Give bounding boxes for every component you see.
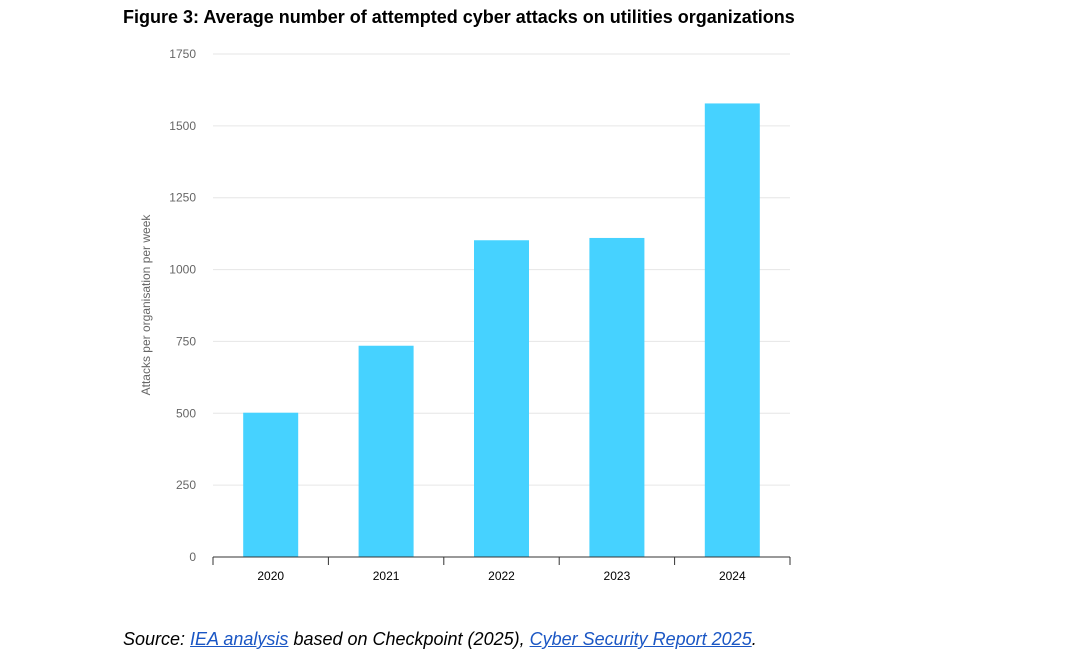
chart-title: Figure 3: Average number of attempted cy…	[123, 7, 795, 27]
y-tick-label: 1750	[169, 47, 196, 61]
y-axis-tick-labels: 0 250 500 750 1000 1250 1500 1750	[169, 47, 196, 564]
y-tick-label: 250	[176, 478, 196, 492]
x-axis	[212, 556, 791, 565]
bar-2021	[358, 345, 414, 557]
x-tick-label-2021: 2021	[373, 569, 400, 583]
source-middle: based on Checkpoint (2025),	[288, 629, 530, 649]
bars	[243, 103, 760, 557]
y-tick-label: 1250	[169, 191, 196, 205]
y-tick-label: 500	[176, 406, 196, 420]
bar-2024	[704, 103, 760, 557]
x-tick-label-2022: 2022	[488, 569, 515, 583]
iea-analysis-link[interactable]: IEA analysis	[190, 629, 289, 649]
y-tick-label: 1500	[169, 119, 196, 133]
x-axis-tick-labels: 2020 2021 2022 2023 2024	[257, 569, 746, 583]
x-tick-label-2023: 2023	[604, 569, 631, 583]
x-tick-label-2024: 2024	[719, 569, 746, 583]
x-tick-label-2020: 2020	[257, 569, 284, 583]
source-suffix: .	[751, 629, 757, 649]
source-note: Source: IEA analysis based on Checkpoint…	[123, 629, 757, 650]
y-axis-label: Attacks per organisation per week	[139, 214, 153, 396]
bar-2020	[243, 412, 299, 557]
y-tick-label: 0	[189, 550, 196, 564]
y-tick-label: 1000	[169, 263, 196, 277]
y-tick-label: 750	[176, 334, 196, 348]
bar-2023	[589, 237, 645, 557]
cyber-security-report-link[interactable]: Cyber Security Report 2025	[529, 629, 752, 649]
source-prefix: Source:	[123, 629, 191, 649]
bar-2022	[474, 240, 529, 557]
